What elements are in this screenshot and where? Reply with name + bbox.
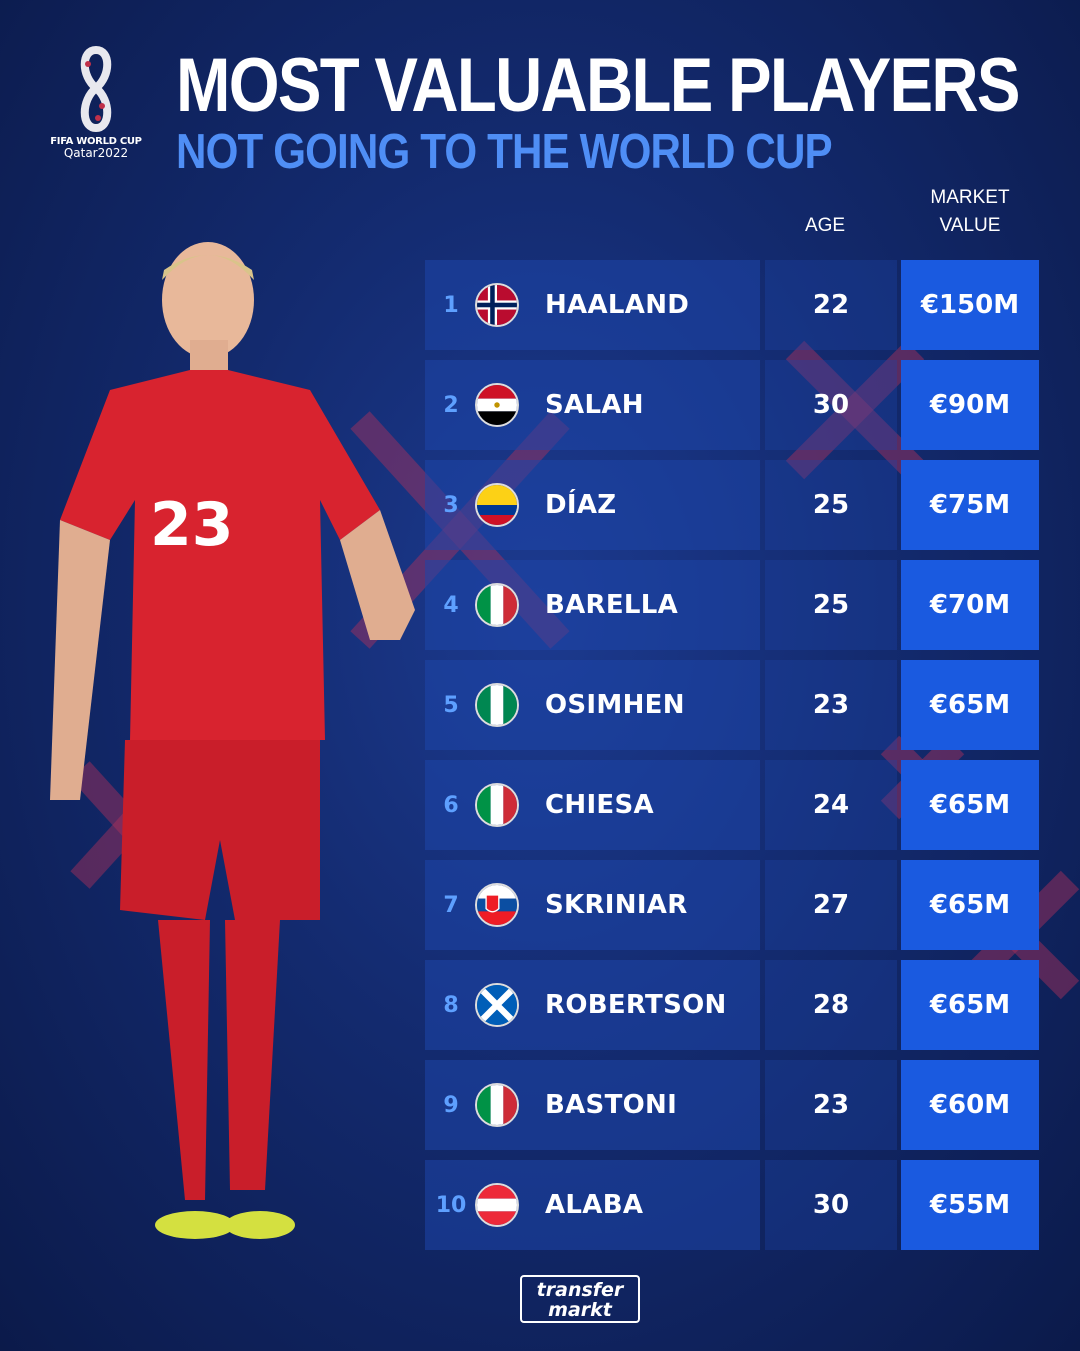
italy-flag-icon <box>475 583 519 627</box>
market-value-cell: €60M <box>901 1060 1039 1150</box>
market-value-cell: €65M <box>901 960 1039 1050</box>
market-value-cell: €70M <box>901 560 1039 650</box>
age-cell: 24 <box>765 760 897 850</box>
market-value-cell: €150M <box>901 260 1039 350</box>
player-name: OSIMHEN <box>545 690 685 720</box>
player-cell: 9 BASTONI <box>425 1060 760 1150</box>
player-name: ALABA <box>545 1190 644 1220</box>
market-value-cell: €75M <box>901 460 1039 550</box>
rank: 3 <box>443 492 459 518</box>
player-name: BASTONI <box>545 1090 678 1120</box>
market-value-header-line1: MARKET <box>930 187 1010 208</box>
player-cell: 7 SKRINIAR <box>425 860 760 950</box>
player-name: SALAH <box>545 390 644 420</box>
world-cup-trophy-icon <box>80 46 112 132</box>
age-cell: 30 <box>765 1160 897 1250</box>
player-cell: 2 SALAH <box>425 360 760 450</box>
player-name: SKRINIAR <box>545 890 688 920</box>
colombia-flag-icon <box>475 483 519 527</box>
player-name: CHIESA <box>545 790 654 820</box>
market-value-header: MARKET VALUE <box>910 184 1030 240</box>
age-cell: 23 <box>765 1060 897 1150</box>
table-row: 5 OSIMHEN 23 €65M <box>425 660 1039 750</box>
shirt-number: 23 <box>150 490 234 560</box>
scotland-flag-icon <box>475 983 519 1027</box>
player-cell: 10 ALABA <box>425 1160 760 1250</box>
norway-flag-icon <box>475 283 519 327</box>
brand-line2: markt <box>548 1299 612 1321</box>
age-cell: 27 <box>765 860 897 950</box>
world-cup-logo: FIFA WORLD CUP Qatar2022 <box>46 46 146 160</box>
egypt-flag-icon <box>475 383 519 427</box>
rank: 1 <box>443 292 459 318</box>
age-cell: 30 <box>765 360 897 450</box>
rank: 6 <box>443 792 459 818</box>
table-row: 2 SALAH 30 €90M <box>425 360 1039 450</box>
age-cell: 22 <box>765 260 897 350</box>
table-row: 10 ALABA 30 €55M <box>425 1160 1039 1250</box>
market-value-cell: €65M <box>901 760 1039 850</box>
player-photo: 23 <box>50 242 415 1239</box>
age-cell: 25 <box>765 560 897 650</box>
rank: 2 <box>443 392 459 418</box>
player-cell: 5 OSIMHEN <box>425 660 760 750</box>
rank: 7 <box>443 892 459 918</box>
player-name: DÍAZ <box>545 490 617 520</box>
player-name: BARELLA <box>545 590 679 620</box>
table-row: 4 BARELLA 25 €70M <box>425 560 1039 650</box>
market-value-cell: €65M <box>901 660 1039 750</box>
market-value-cell: €55M <box>901 1160 1039 1250</box>
market-value-header-line2: VALUE <box>939 215 1001 236</box>
player-cell: 6 CHIESA <box>425 760 760 850</box>
rank: 8 <box>443 992 459 1018</box>
nigeria-flag-icon <box>475 683 519 727</box>
transfermarkt-logo: transfer markt <box>520 1275 640 1323</box>
austria-flag-icon <box>475 1183 519 1227</box>
italy-flag-icon <box>475 1083 519 1127</box>
page-title: MOST VALUABLE PLAYERS <box>176 43 1020 128</box>
player-cell: 1 HAALAND <box>425 260 760 350</box>
player-cell: 3 DÍAZ <box>425 460 760 550</box>
rank: 4 <box>443 592 459 618</box>
slovakia-flag-icon <box>475 883 519 927</box>
rank: 9 <box>443 1092 459 1118</box>
player-cell: 8 ROBERTSON <box>425 960 760 1050</box>
rank: 5 <box>443 692 459 718</box>
age-header: AGE <box>804 215 846 236</box>
table-row: 8 ROBERTSON 28 €65M <box>425 960 1039 1050</box>
age-cell: 23 <box>765 660 897 750</box>
table-row: 3 DÍAZ 25 €75M <box>425 460 1039 550</box>
table-row: 9 BASTONI 23 €60M <box>425 1060 1039 1150</box>
italy-flag-icon <box>475 783 519 827</box>
rank: 10 <box>435 1192 467 1218</box>
table-row: 1 HAALAND 22 €150M <box>425 260 1039 350</box>
player-name: ROBERTSON <box>545 990 727 1020</box>
page-subtitle: NOT GOING TO THE WORLD CUP <box>176 125 833 179</box>
age-cell: 28 <box>765 960 897 1050</box>
logo-line2: Qatar2022 <box>63 146 129 160</box>
age-cell: 25 <box>765 460 897 550</box>
logo-line1: FIFA WORLD CUP <box>50 136 142 147</box>
brand-line1: transfer <box>536 1279 624 1301</box>
market-value-cell: €65M <box>901 860 1039 950</box>
player-name: HAALAND <box>545 290 690 320</box>
market-value-cell: €90M <box>901 360 1039 450</box>
table-row: 7 SKRINIAR 27 €65M <box>425 860 1039 950</box>
table-row: 6 CHIESA 24 €65M <box>425 760 1039 850</box>
player-cell: 4 BARELLA <box>425 560 760 650</box>
